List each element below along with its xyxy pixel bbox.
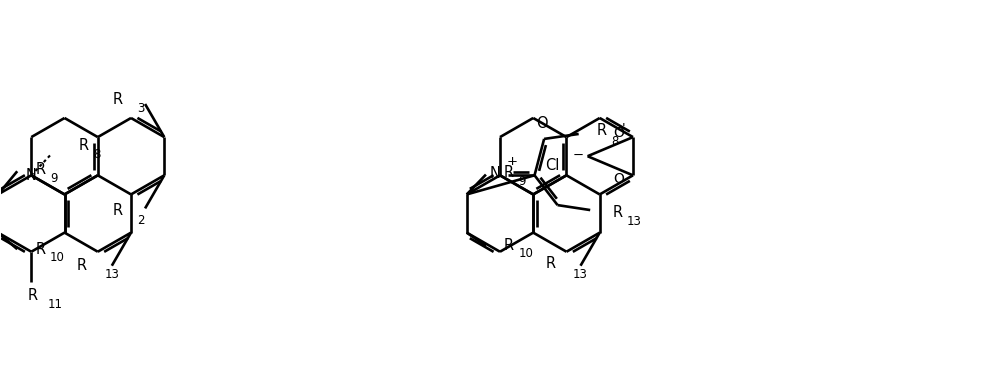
Text: 13: 13 — [627, 216, 642, 229]
Text: N: N — [490, 166, 500, 181]
Text: 13: 13 — [573, 268, 587, 281]
Text: R: R — [113, 92, 123, 107]
Text: R: R — [27, 288, 37, 303]
Text: Cl: Cl — [545, 158, 559, 173]
Text: R: R — [612, 205, 622, 220]
Text: 8: 8 — [93, 148, 101, 161]
Text: R: R — [597, 124, 607, 138]
Text: 2: 2 — [137, 214, 145, 227]
Text: R: R — [504, 238, 514, 253]
Text: R: R — [113, 203, 123, 218]
Text: R: R — [504, 165, 514, 180]
Text: R: R — [78, 138, 88, 153]
Text: O: O — [614, 126, 624, 140]
Text: R: R — [35, 162, 45, 177]
Text: 13: 13 — [105, 268, 120, 281]
Text: R: R — [77, 258, 87, 273]
Text: 10: 10 — [519, 247, 534, 260]
Text: 9: 9 — [50, 172, 58, 185]
Text: 11: 11 — [47, 298, 62, 311]
Text: 9: 9 — [518, 175, 525, 188]
Text: 8: 8 — [612, 135, 619, 148]
Text: 10: 10 — [50, 251, 65, 263]
Text: ': ' — [622, 123, 625, 135]
Text: R: R — [35, 242, 45, 256]
Text: N: N — [26, 168, 37, 183]
Text: +: + — [506, 155, 517, 168]
Text: R: R — [545, 256, 556, 271]
Text: O: O — [614, 172, 624, 186]
Text: O: O — [536, 116, 548, 131]
Text: −: − — [572, 149, 583, 162]
Text: 3: 3 — [137, 102, 144, 116]
